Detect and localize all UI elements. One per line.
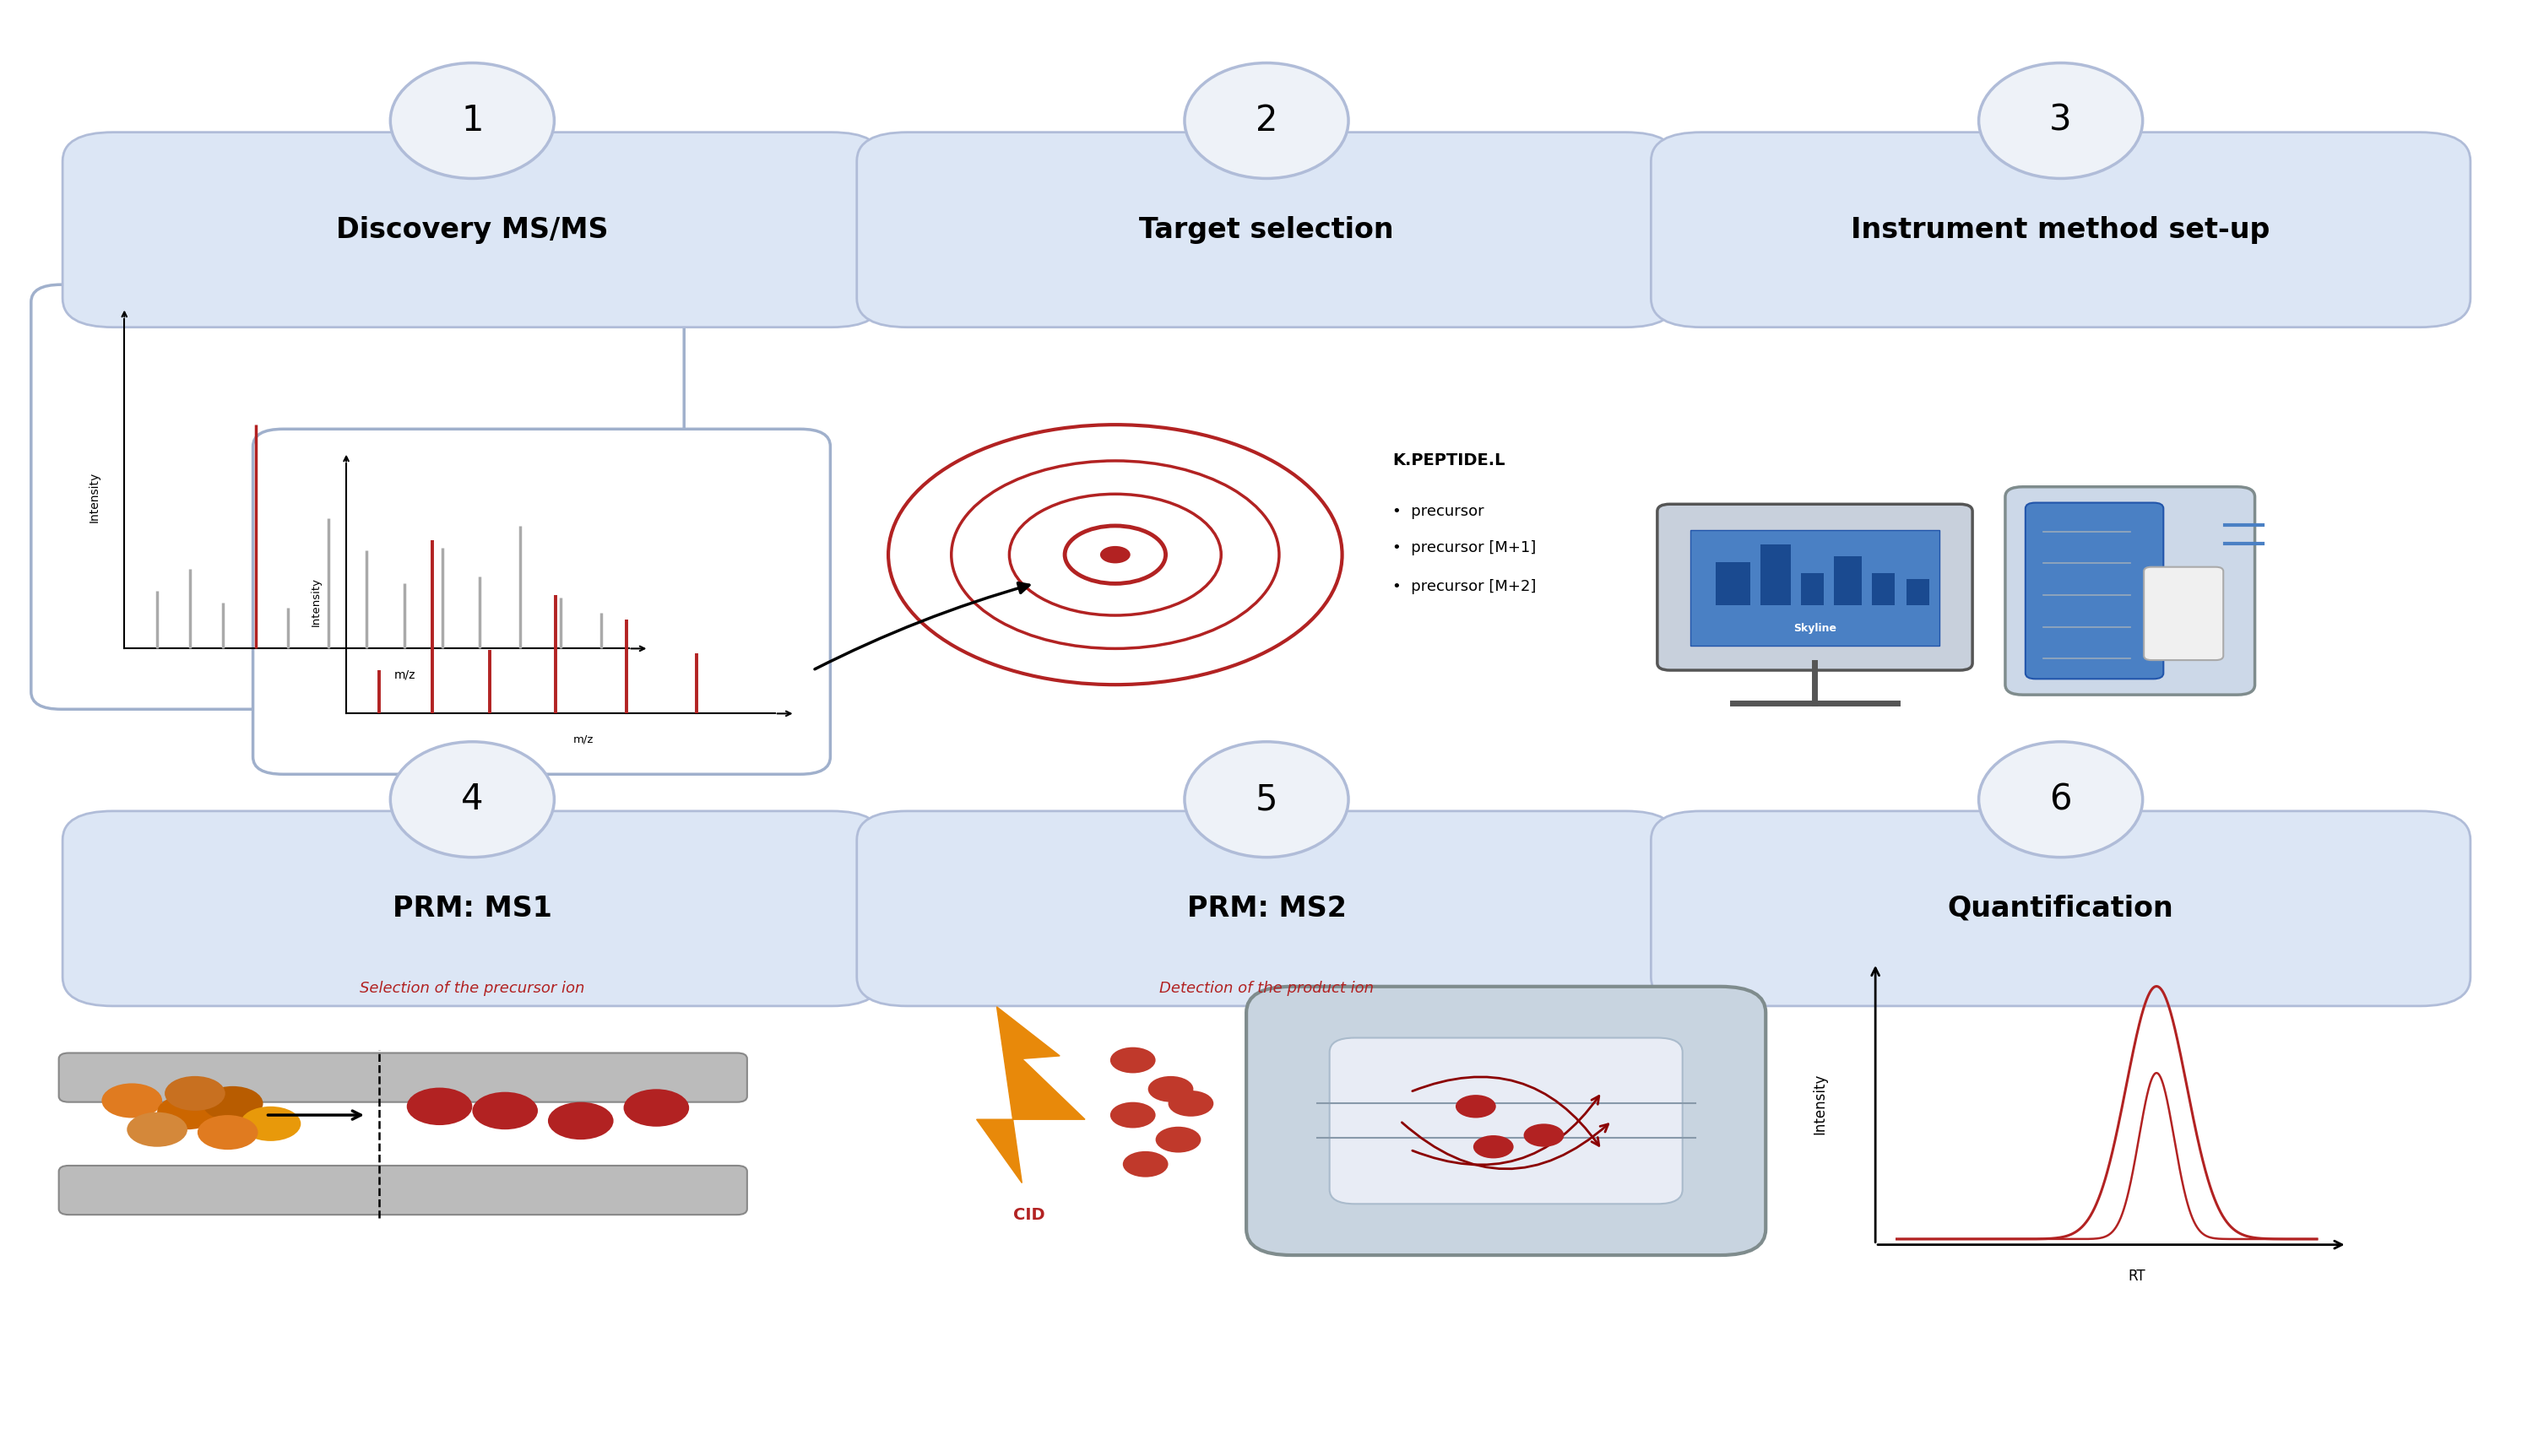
Text: 3: 3 bbox=[2049, 103, 2072, 138]
Text: Selection of the precursor ion: Selection of the precursor ion bbox=[360, 980, 585, 996]
Circle shape bbox=[1456, 1095, 1497, 1118]
Text: m/z: m/z bbox=[395, 668, 415, 680]
Circle shape bbox=[203, 1086, 263, 1121]
FancyBboxPatch shape bbox=[1246, 987, 1766, 1255]
Circle shape bbox=[198, 1115, 258, 1150]
Text: PRM: MS1: PRM: MS1 bbox=[393, 894, 552, 923]
Text: Target selection: Target selection bbox=[1140, 215, 1393, 243]
Circle shape bbox=[1168, 1091, 1213, 1117]
FancyBboxPatch shape bbox=[856, 811, 1677, 1006]
Text: •  precursor: • precursor bbox=[1393, 504, 1484, 518]
FancyBboxPatch shape bbox=[58, 1053, 747, 1102]
Text: Instrument method set-up: Instrument method set-up bbox=[1852, 215, 2270, 243]
Circle shape bbox=[1109, 1047, 1155, 1073]
Text: Intensity: Intensity bbox=[89, 472, 99, 523]
Ellipse shape bbox=[390, 741, 555, 858]
FancyBboxPatch shape bbox=[2006, 486, 2254, 695]
Circle shape bbox=[471, 1092, 537, 1130]
Bar bbox=[1907, 579, 1930, 606]
Bar bbox=[1715, 562, 1750, 606]
Circle shape bbox=[1099, 546, 1130, 563]
FancyBboxPatch shape bbox=[1652, 132, 2470, 328]
Circle shape bbox=[165, 1076, 225, 1111]
FancyBboxPatch shape bbox=[30, 284, 684, 709]
Circle shape bbox=[623, 1089, 689, 1127]
FancyBboxPatch shape bbox=[1657, 504, 1973, 670]
Text: PRM: MS2: PRM: MS2 bbox=[1188, 894, 1345, 923]
Circle shape bbox=[1122, 1152, 1168, 1176]
Text: •  precursor [M+1]: • precursor [M+1] bbox=[1393, 540, 1538, 555]
FancyBboxPatch shape bbox=[1652, 811, 2470, 1006]
Bar bbox=[1834, 556, 1862, 606]
Ellipse shape bbox=[1978, 741, 2143, 858]
Text: 2: 2 bbox=[1256, 103, 1277, 138]
FancyBboxPatch shape bbox=[2026, 502, 2163, 678]
Circle shape bbox=[1525, 1124, 1563, 1147]
FancyBboxPatch shape bbox=[58, 1166, 747, 1214]
Bar bbox=[1872, 574, 1895, 606]
FancyBboxPatch shape bbox=[63, 811, 881, 1006]
Circle shape bbox=[157, 1095, 218, 1130]
Text: K.PEPTIDE.L: K.PEPTIDE.L bbox=[1393, 453, 1505, 469]
Circle shape bbox=[127, 1112, 187, 1147]
Text: Skyline: Skyline bbox=[1793, 623, 1836, 633]
Text: CID: CID bbox=[1013, 1207, 1046, 1223]
Text: m/z: m/z bbox=[572, 734, 593, 745]
FancyBboxPatch shape bbox=[1330, 1038, 1682, 1204]
Bar bbox=[1801, 574, 1824, 606]
Circle shape bbox=[1147, 1076, 1193, 1102]
FancyBboxPatch shape bbox=[1690, 530, 1940, 645]
Text: Detection of the product ion: Detection of the product ion bbox=[1160, 980, 1373, 996]
FancyBboxPatch shape bbox=[253, 430, 831, 775]
Circle shape bbox=[1474, 1136, 1515, 1159]
Ellipse shape bbox=[1978, 63, 2143, 179]
Circle shape bbox=[547, 1102, 613, 1140]
Text: •  precursor [M+2]: • precursor [M+2] bbox=[1393, 579, 1538, 594]
Ellipse shape bbox=[1185, 63, 1348, 179]
Circle shape bbox=[408, 1088, 471, 1125]
Text: Quantification: Quantification bbox=[1948, 894, 2173, 923]
FancyBboxPatch shape bbox=[856, 132, 1677, 328]
FancyBboxPatch shape bbox=[63, 132, 881, 328]
Text: Discovery MS/MS: Discovery MS/MS bbox=[337, 215, 608, 243]
Text: Intensity: Intensity bbox=[1811, 1073, 1826, 1134]
Circle shape bbox=[1155, 1127, 1201, 1153]
FancyBboxPatch shape bbox=[2143, 566, 2224, 660]
Ellipse shape bbox=[1185, 741, 1348, 858]
Text: 5: 5 bbox=[1256, 782, 1277, 817]
Ellipse shape bbox=[390, 63, 555, 179]
Circle shape bbox=[101, 1083, 162, 1118]
Bar bbox=[1760, 545, 1791, 606]
Text: Intensity: Intensity bbox=[312, 577, 322, 626]
Text: 1: 1 bbox=[461, 103, 484, 138]
Text: 4: 4 bbox=[461, 782, 484, 817]
Circle shape bbox=[241, 1107, 301, 1142]
Text: RT: RT bbox=[2128, 1268, 2145, 1284]
Circle shape bbox=[1109, 1102, 1155, 1128]
Polygon shape bbox=[978, 1006, 1084, 1182]
Text: 6: 6 bbox=[2049, 782, 2072, 817]
